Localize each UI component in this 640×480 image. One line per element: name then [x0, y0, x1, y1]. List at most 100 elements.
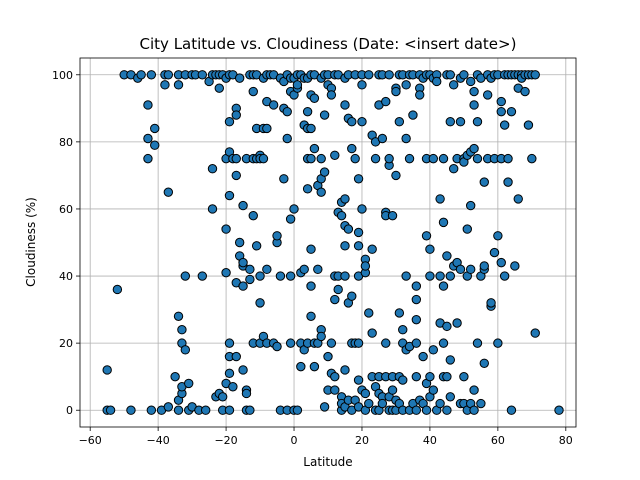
data-point [224, 338, 235, 348]
data-point [411, 281, 422, 291]
data-point [353, 174, 364, 184]
data-point [326, 90, 337, 100]
data-point [336, 210, 347, 221]
data-point [245, 264, 255, 275]
data-point [313, 264, 323, 275]
data-point [404, 153, 415, 164]
data-point [513, 194, 523, 204]
data-point [160, 80, 170, 90]
y-tick-label: 20 [59, 337, 73, 350]
data-point [455, 264, 466, 275]
data-point [306, 311, 316, 321]
data-point [231, 170, 241, 181]
data-point [469, 100, 479, 110]
data-point [224, 368, 235, 379]
data-point [387, 210, 398, 221]
data-point [401, 80, 411, 90]
data-point [221, 267, 231, 278]
data-point [357, 117, 367, 127]
data-point [279, 174, 289, 184]
data-point [238, 365, 248, 375]
data-point [445, 70, 456, 80]
data-point [377, 398, 388, 409]
data-point [231, 153, 241, 164]
y-axis-label: Cloudiness (%) [24, 197, 38, 287]
data-point [330, 294, 340, 305]
data-point [302, 184, 313, 194]
data-point [448, 164, 459, 174]
data-point [316, 153, 326, 164]
data-point [200, 405, 211, 415]
chart-title: City Latitude vs. Cloudiness (Date: <ins… [140, 35, 517, 53]
axis-ticks: −60 −40 −20 0 20 40 60 80 0 20 40 60 80 100 [52, 69, 573, 447]
data-point [262, 264, 272, 275]
data-point [469, 385, 479, 395]
data-point [231, 110, 241, 120]
data-point [234, 237, 245, 248]
data-point [340, 100, 350, 110]
data-point [251, 241, 262, 251]
data-point [340, 365, 350, 375]
data-point [221, 224, 231, 234]
data-point [323, 351, 333, 362]
data-point [347, 291, 357, 301]
data-point [231, 351, 241, 362]
data-point [472, 338, 483, 348]
data-point [479, 261, 489, 271]
data-point [350, 153, 360, 164]
data-point [530, 70, 540, 80]
data-point [506, 405, 517, 415]
data-point [272, 341, 282, 352]
data-point [340, 271, 350, 281]
data-point [398, 325, 408, 335]
x-tick-label: −20 [214, 434, 237, 447]
data-point [238, 281, 248, 291]
data-point [384, 70, 394, 80]
data-point [224, 190, 235, 201]
data-point [245, 274, 255, 285]
data-point [401, 133, 411, 144]
data-point [360, 261, 371, 271]
data-point [214, 83, 224, 93]
data-point [445, 271, 456, 281]
x-tick-label: 60 [491, 434, 505, 447]
data-point [150, 123, 160, 134]
data-point [326, 338, 337, 348]
data-point [316, 331, 326, 342]
data-point [319, 402, 330, 412]
data-point [462, 224, 472, 234]
data-point [527, 153, 537, 164]
data-point [353, 227, 364, 238]
data-point [217, 392, 228, 402]
data-point [299, 264, 309, 275]
data-point [482, 90, 493, 100]
y-tick-label: 0 [66, 404, 73, 417]
x-tick-label: 0 [291, 434, 298, 447]
data-point [479, 358, 489, 368]
data-point [367, 328, 377, 338]
data-point [367, 244, 377, 254]
data-point [411, 338, 422, 348]
data-point [499, 120, 510, 130]
data-point [391, 86, 401, 97]
x-tick-label: 20 [355, 434, 369, 447]
data-point [292, 405, 303, 415]
data-point [319, 167, 330, 177]
data-point [285, 338, 296, 348]
data-point [398, 375, 408, 385]
data-point [347, 143, 357, 154]
data-point [126, 405, 136, 415]
x-tick-label: −40 [147, 434, 170, 447]
data-point [234, 73, 245, 83]
data-point [448, 80, 459, 90]
data-point [143, 153, 153, 164]
data-point [465, 200, 476, 211]
data-point [177, 325, 187, 335]
data-point [510, 261, 520, 271]
data-point [102, 365, 112, 375]
data-point [228, 382, 238, 392]
data-point [364, 70, 374, 80]
data-point [394, 308, 405, 318]
data-point [499, 271, 510, 281]
